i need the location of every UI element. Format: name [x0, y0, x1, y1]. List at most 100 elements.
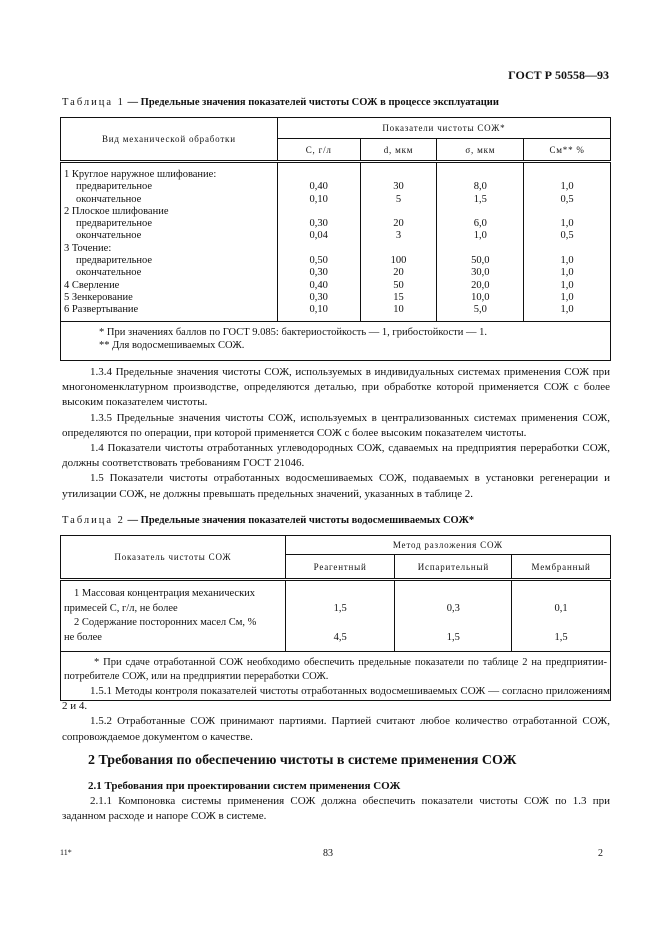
spacer [398, 587, 508, 602]
table2-caption: Таблица 2 — Предельные значения показате… [62, 515, 474, 526]
paragraph: 2.1.1 Компоновка системы применения СОЖ … [62, 795, 610, 823]
cell-value: 1,0 [560, 279, 574, 291]
cell-value: 1,5 [446, 631, 460, 643]
cell-value: 0,10 [309, 193, 328, 205]
cell-value: 0,1 [554, 602, 568, 614]
table-label: Таблица 1 [62, 97, 125, 108]
cell-value: 8,0 [473, 181, 487, 193]
cell-value: 6,0 [473, 218, 487, 230]
values-column-1: 0,3 1,5 [394, 579, 513, 652]
cell-value: 15 [393, 291, 404, 303]
cell-value [527, 243, 607, 255]
row-label-line: 2 Содержание посторонних масел Cм, % [74, 617, 257, 628]
cell-value [281, 169, 357, 181]
cell-value: 1,0 [560, 181, 574, 193]
cell-value: 1,0 [473, 230, 487, 242]
footnote: * При значениях баллов по ГОСТ 9.085: ба… [99, 326, 487, 338]
spacer [515, 587, 607, 602]
cell-value: 1,0 [560, 255, 574, 267]
cell-value: 20 [393, 218, 404, 230]
row-label: 1 Круглое наружное шлифование: [64, 169, 217, 180]
spacer [289, 587, 392, 602]
cell-value: 0,40 [309, 181, 328, 193]
table-title: — Предельные значения показателей чистот… [127, 97, 499, 108]
cell-value [364, 169, 434, 181]
cell-value [527, 169, 607, 181]
row-label-line: не более [64, 631, 102, 643]
table-2: Показатель чистоты СОЖ Метод разложения С… [60, 535, 612, 701]
cell-value: 0,30 [309, 267, 328, 279]
col-header-group: Показатели чистоты СОЖ* [276, 117, 612, 139]
cell-value: 0,40 [309, 279, 328, 291]
table-title: — Предельные значения показателей чистот… [127, 515, 475, 526]
paragraph: 1.4 Показатели чистоты отработанных угле… [62, 442, 610, 470]
row-label: 6 Развертывание [64, 304, 139, 316]
cell-value: 10 [393, 304, 404, 316]
cell-value: 0,04 [309, 230, 328, 242]
values-column-0: 1,5 4,5 [284, 579, 396, 652]
row-label: 2 Плоское шлифование [64, 205, 169, 217]
cell-value: 50,0 [471, 255, 490, 267]
cell-value: 100 [390, 255, 407, 267]
row-label: предварительное [76, 181, 153, 193]
col-header-2: Мембранный [511, 554, 611, 581]
row-label-line: примесей C, г/л, не более [64, 602, 178, 614]
cell-value: 10,0 [471, 291, 490, 303]
cell-value: 0,3 [446, 602, 460, 614]
col-header-0: Реагентный [284, 554, 396, 581]
cell-value: 1,5 [554, 631, 568, 643]
text-block: 1.3.4 Предельные значения чистоты СОЖ, и… [62, 365, 610, 502]
cell-value: 0,5 [560, 193, 574, 205]
col-header-main: Показатель чистоты СОЖ [60, 535, 286, 581]
row-labels-column: 1 Круглое наружное шлифование: предварите… [60, 161, 278, 322]
paragraph: 1.5.2 Отработанные СОЖ принимают партиям… [62, 715, 610, 743]
col-header-0: C, г/л [276, 138, 361, 163]
values-column-0: 0,40 0,10 0,30 0,04 0,50 0,30 0,40 0,30 0,10 [276, 161, 361, 322]
row-label: окончательное [76, 193, 142, 205]
cell-value: 20 [393, 267, 404, 279]
spacer [398, 616, 508, 631]
cell-value [440, 243, 520, 255]
cell-value [527, 206, 607, 218]
cell-value: 0,10 [309, 304, 328, 316]
col-header-main: Вид механической обработки [60, 117, 278, 163]
subsection-heading: 2.1 Требования при проектировании систем… [88, 780, 401, 792]
cell-value: 3 [395, 230, 402, 242]
cell-value [281, 206, 357, 218]
row-label: 4 Сверление [64, 279, 120, 291]
paragraph: 1.5 Показатели чистоты отработанных водо… [62, 472, 610, 500]
footnote: ** Для водосмешиваемых СОЖ. [99, 339, 245, 351]
col-header-2: σ, мкм [436, 138, 525, 163]
cell-value: 0,5 [560, 230, 574, 242]
spacer [515, 616, 607, 631]
cell-value [281, 243, 357, 255]
col-header-1: d, мкм [359, 138, 438, 163]
cell-value: 1,0 [560, 291, 574, 303]
cell-value: 20,0 [471, 279, 490, 291]
cell-value [364, 243, 434, 255]
cell-value: 50 [393, 279, 404, 291]
cell-value: 4,5 [333, 631, 347, 643]
sheet-number: 2 [598, 848, 603, 859]
table-label: Таблица 2 [62, 515, 125, 526]
cell-value: 1,5 [473, 193, 487, 205]
cell-value: 0,30 [309, 291, 328, 303]
row-label: 5 Зенкерование [64, 291, 133, 303]
standard-number: ГОСТ Р 50558—93 [508, 68, 609, 82]
cell-value: 5,0 [473, 304, 487, 316]
cell-value: 0,50 [309, 255, 328, 267]
cell-value [440, 206, 520, 218]
footer-mark: 11* [60, 848, 72, 857]
cell-value: 1,0 [560, 267, 574, 279]
cell-value: 30,0 [471, 267, 490, 279]
row-label: окончательное [76, 230, 142, 242]
values-column-3: 1,0 0,5 1,0 0,5 1,0 1,0 1,0 1,0 1,0 [523, 161, 611, 322]
values-column-1: 30 5 20 3 100 20 50 15 10 [359, 161, 438, 322]
cell-value: 1,5 [333, 602, 347, 614]
paragraph: 1.3.5 Предельные значения чистоты СОЖ, и… [62, 411, 610, 439]
cell-value: 1,0 [560, 218, 574, 230]
table-1: Вид механической обработки Показатели чис… [60, 117, 612, 361]
row-labels-column: 1 Массовая концентрация механических прим… [60, 579, 286, 652]
paragraph: 1.3.4 Предельные значения чистоты СОЖ, и… [62, 366, 610, 409]
